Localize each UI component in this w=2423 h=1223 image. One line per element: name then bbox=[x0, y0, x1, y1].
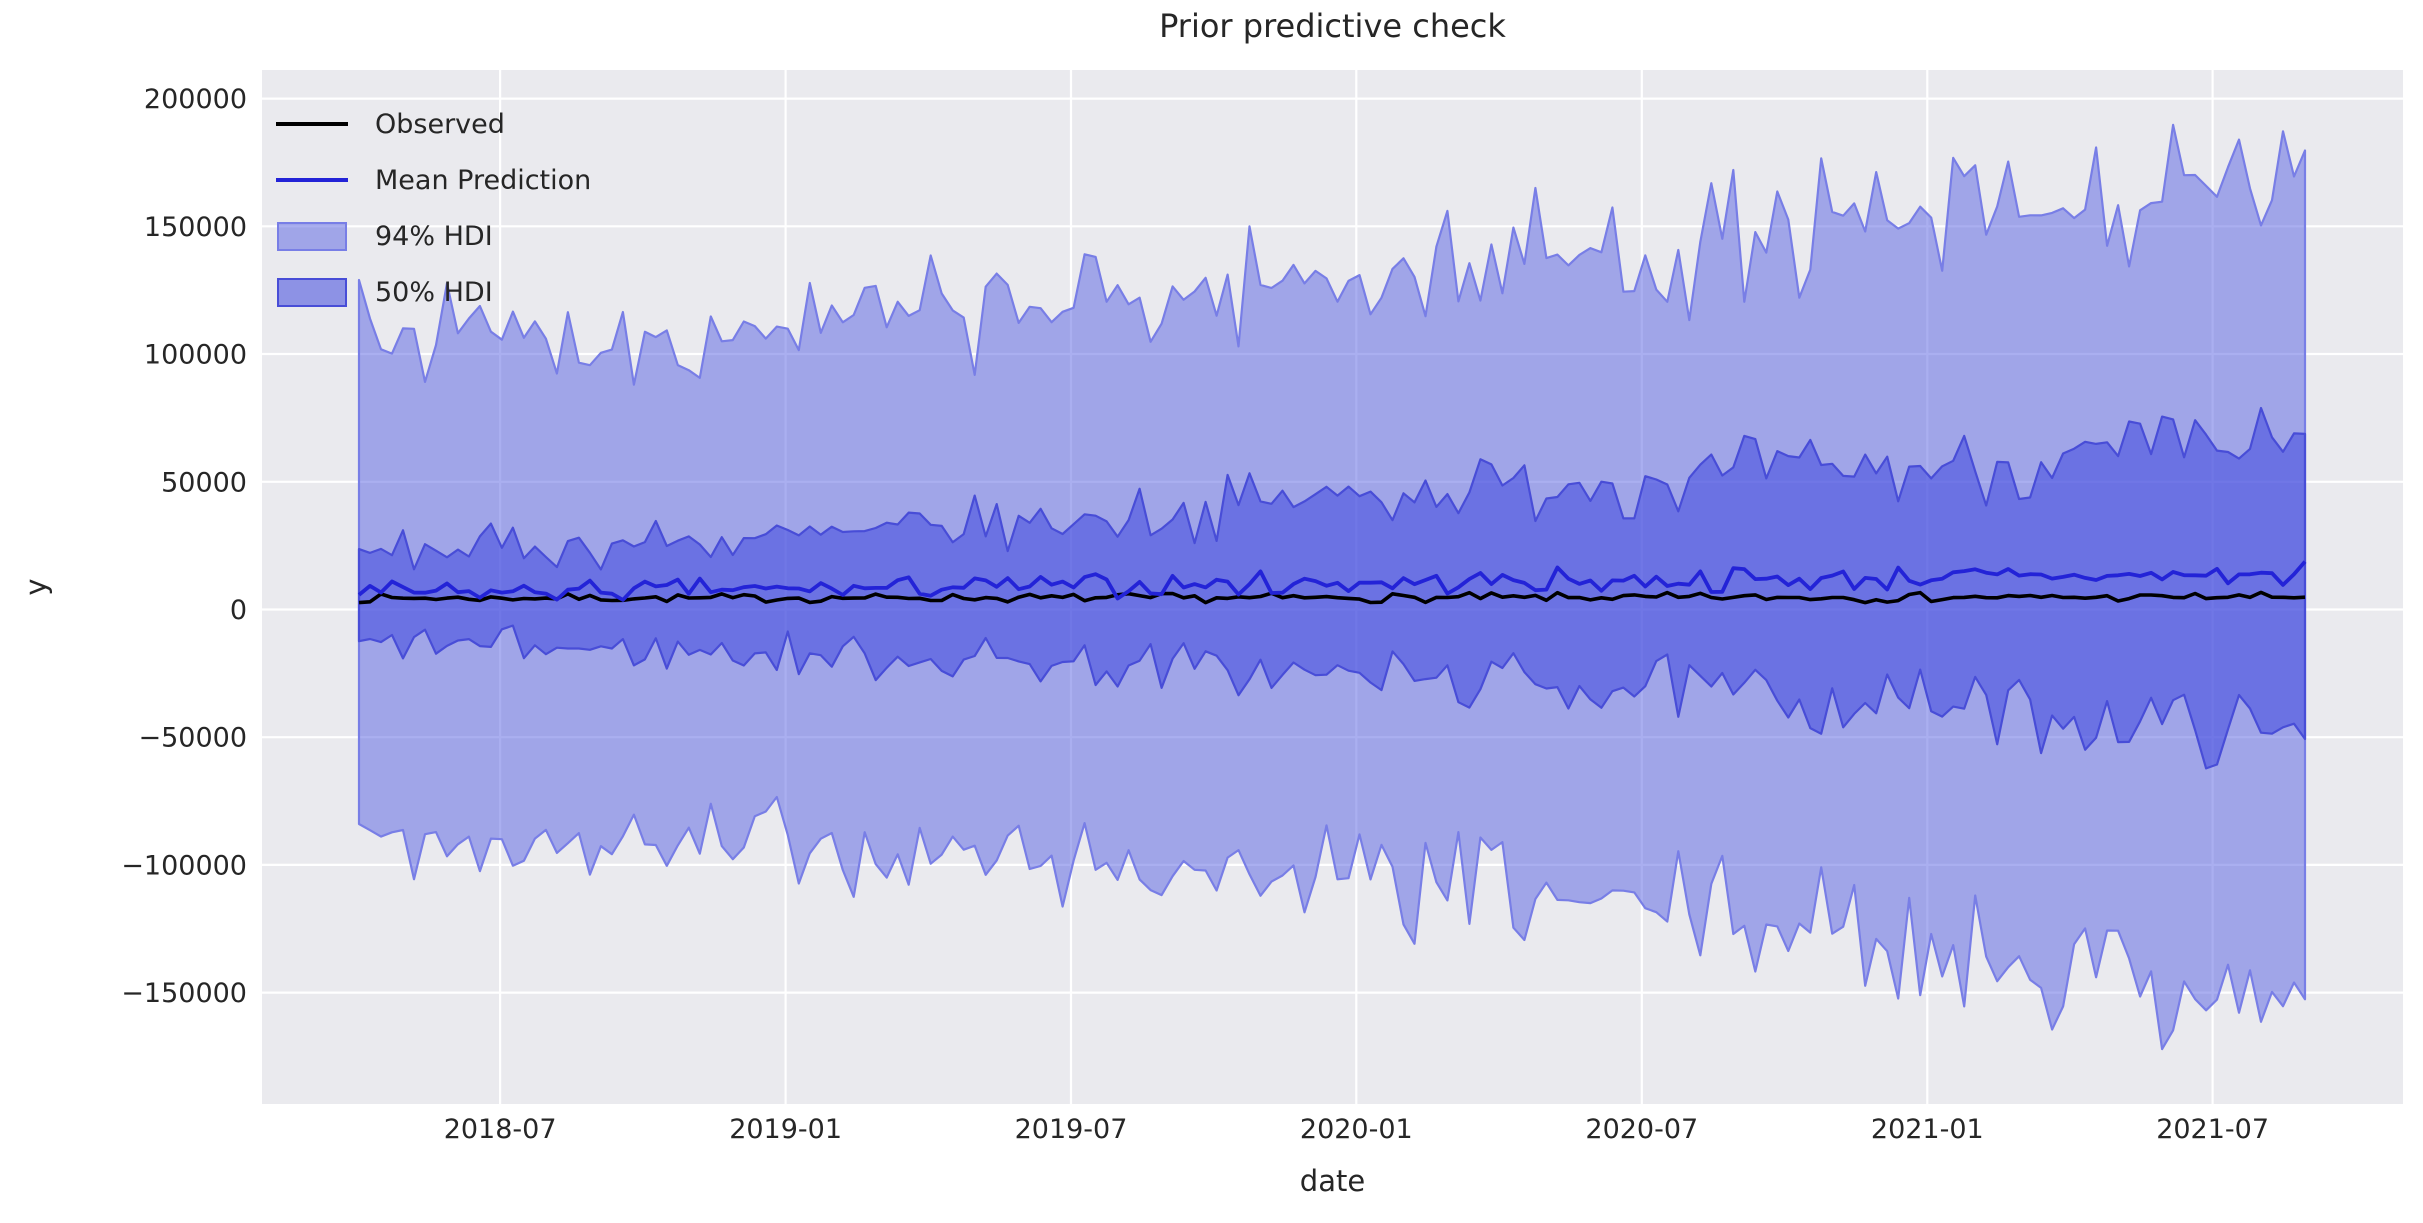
mean-prediction-line bbox=[357, 560, 2307, 602]
legend-label-observed: Observed bbox=[375, 108, 505, 140]
y-tick-label: 100000 bbox=[144, 339, 247, 370]
x-tick-label: 2019-07 bbox=[1015, 1114, 1128, 1145]
y-tick-label: 0 bbox=[230, 595, 247, 626]
legend-swatch-observed-line bbox=[276, 122, 348, 126]
hdi50-band bbox=[357, 406, 2307, 770]
legend-label-50-hdi: 50% HDI bbox=[375, 276, 493, 308]
legend-swatch-wrap bbox=[276, 122, 348, 126]
legend-label-94-hdi: 94% HDI bbox=[375, 220, 493, 252]
x-axis-label: date bbox=[1299, 1164, 1366, 1198]
legend-label-mean-prediction: Mean Prediction bbox=[375, 164, 592, 196]
legend-swatch-94-hdi-patch bbox=[277, 221, 347, 251]
legend-item-94-hdi: 94% HDI bbox=[276, 208, 591, 264]
legend-item-mean-prediction: Mean Prediction bbox=[276, 152, 591, 208]
y-tick-label: 150000 bbox=[144, 212, 247, 243]
legend-swatch-50-hdi-patch bbox=[277, 277, 347, 307]
x-tick-label: 2020-07 bbox=[1585, 1114, 1698, 1145]
y-tick-label: −150000 bbox=[121, 978, 247, 1009]
chart-title: Prior predictive check bbox=[1159, 7, 1506, 45]
legend-item-50-hdi: 50% HDI bbox=[276, 264, 591, 320]
y-tick-label: 200000 bbox=[144, 84, 247, 115]
legend: Observed Mean Prediction 94% HDI 50% HDI bbox=[276, 96, 591, 320]
y-tick-label: 50000 bbox=[161, 467, 247, 498]
x-tick-label: 2021-07 bbox=[2156, 1114, 2269, 1145]
y-tick-label: −100000 bbox=[121, 850, 247, 881]
observed-line bbox=[358, 590, 2306, 605]
legend-swatch-mean-line bbox=[276, 178, 348, 182]
x-tick-label: 2021-01 bbox=[1871, 1114, 1984, 1145]
y-tick-label: −50000 bbox=[138, 723, 247, 754]
legend-swatch-wrap bbox=[276, 178, 348, 182]
legend-swatch-wrap bbox=[276, 221, 348, 251]
legend-item-observed: Observed bbox=[276, 96, 591, 152]
legend-swatch-wrap bbox=[276, 277, 348, 307]
x-tick-label: 2019-01 bbox=[729, 1114, 842, 1145]
x-tick-label: 2018-07 bbox=[444, 1114, 557, 1145]
x-tick-label: 2020-01 bbox=[1300, 1114, 1413, 1145]
y-axis-label: y bbox=[19, 578, 53, 596]
